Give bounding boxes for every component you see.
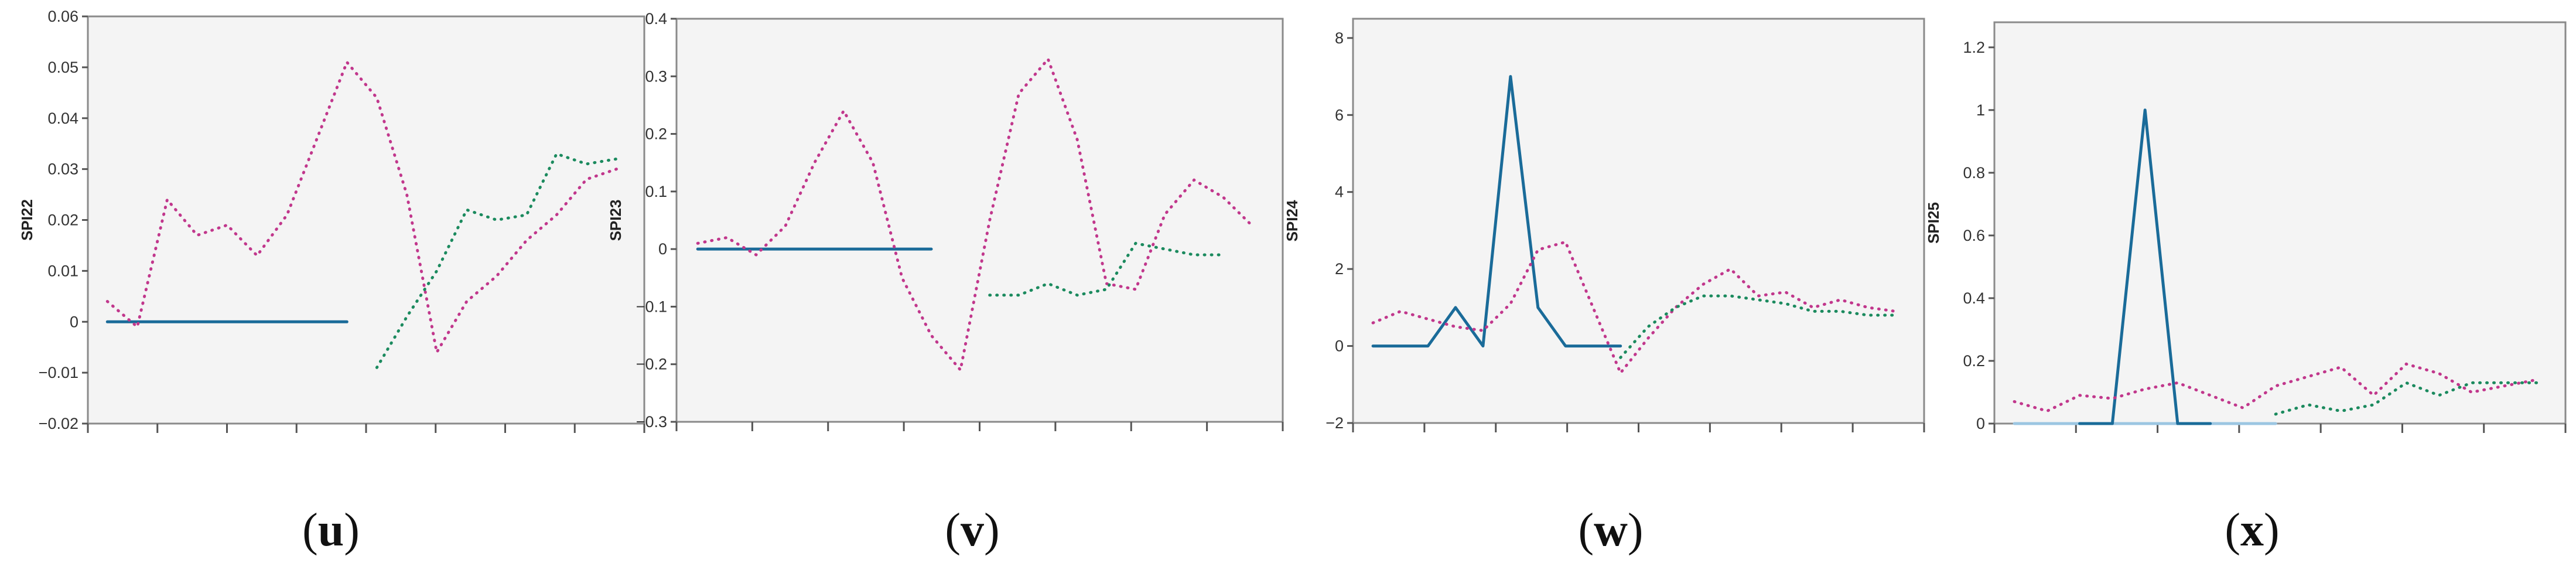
- y-tick-label: 0.4: [645, 10, 667, 28]
- series-line-1: [696, 57, 1254, 371]
- y-tick-label: 0: [70, 313, 78, 330]
- y-tick-label: −0.02: [39, 415, 78, 432]
- chart-x: 0 0.2 0.4 0.6 0.8 1 1.2 SPI25: [1925, 21, 2567, 433]
- y-tick-label: 1.2: [1963, 39, 1985, 56]
- y-tick-label: −0.2: [636, 356, 667, 373]
- y-axis-label: SPI25: [1925, 202, 1942, 244]
- y-tick-label: 0: [1976, 415, 1985, 432]
- series-line-2: [2013, 362, 2539, 413]
- series-line-1: [1371, 240, 1897, 375]
- series-line-2: [1619, 294, 1897, 359]
- plot-area: [675, 18, 1284, 423]
- plot-area: [1993, 21, 2567, 425]
- plot-area: [87, 15, 645, 425]
- chart-panel-v: −0.3 −0.2 −0.1 0 0.1 0.2 0.3 0.4 SPI23 (v): [607, 0, 1289, 580]
- y-tick-label: 0.04: [47, 110, 78, 127]
- y-tick-label: 4: [1335, 183, 1344, 201]
- plot-area: [1352, 18, 1925, 424]
- chart-panel-u: −0.02 −0.01 0 0.01 0.02 0.03 0.04 0.05 0.06 SPI22…: [0, 0, 645, 580]
- chart-u: −0.02 −0.01 0 0.01 0.02 0.03 0.04 0.05 0.06 SPI22: [18, 8, 645, 433]
- y-tick-label: 6: [1335, 106, 1344, 124]
- series-line-0: [1371, 75, 1622, 348]
- caption-u: (u): [302, 504, 360, 556]
- y-tick-label: 1: [1976, 101, 1985, 119]
- y-tick-label: −0.3: [636, 413, 667, 431]
- y-tick-label: 0.4: [1963, 289, 1985, 307]
- y-tick-label: 8: [1335, 29, 1344, 47]
- chart-w: −2 0 2 4 6 8 SPI24: [1283, 18, 1925, 432]
- y-tick-label: 0.6: [1963, 227, 1985, 244]
- series-line-2: [375, 152, 618, 369]
- y-tick-label: 0.3: [645, 67, 667, 85]
- y-tick-label: 0.05: [47, 59, 78, 76]
- y-tick-label: 0.8: [1963, 164, 1985, 182]
- y-tick-label: 0.2: [645, 125, 667, 143]
- y-tick-label: 2: [1335, 260, 1344, 278]
- chart-panel-x: 0 0.2 0.4 0.6 0.8 1 1.2 SPI25 (x): [1925, 0, 2576, 580]
- y-tick-label: 0: [658, 240, 667, 258]
- caption-x: (x): [2225, 504, 2280, 556]
- y-tick-label: 0.03: [47, 161, 78, 178]
- y-tick-label: 0.1: [645, 183, 667, 200]
- series-line-2: [988, 241, 1225, 297]
- y-tick-label: 0.2: [1963, 352, 1985, 370]
- y-tick-label: −2: [1325, 414, 1344, 432]
- y-tick-label: 0.02: [47, 211, 78, 229]
- chart-panel-w: −2 0 2 4 6 8 SPI24 (w): [1283, 0, 1933, 580]
- chart-v: −0.3 −0.2 −0.1 0 0.1 0.2 0.3 0.4 SPI23: [607, 10, 1284, 431]
- caption-w: (w): [1578, 504, 1644, 556]
- y-tick-label: 0.01: [47, 262, 78, 279]
- series-line-1: [105, 60, 618, 354]
- y-axis-label: SPI24: [1283, 200, 1301, 241]
- caption-v: (v): [945, 504, 1000, 556]
- y-tick-label: −0.1: [636, 298, 667, 315]
- y-tick-label: 0.06: [47, 8, 78, 25]
- y-tick-label: 0: [1335, 337, 1344, 355]
- y-axis-label: SPI23: [607, 200, 624, 241]
- y-axis-label: SPI22: [18, 199, 36, 241]
- y-tick-label: −0.01: [39, 364, 78, 381]
